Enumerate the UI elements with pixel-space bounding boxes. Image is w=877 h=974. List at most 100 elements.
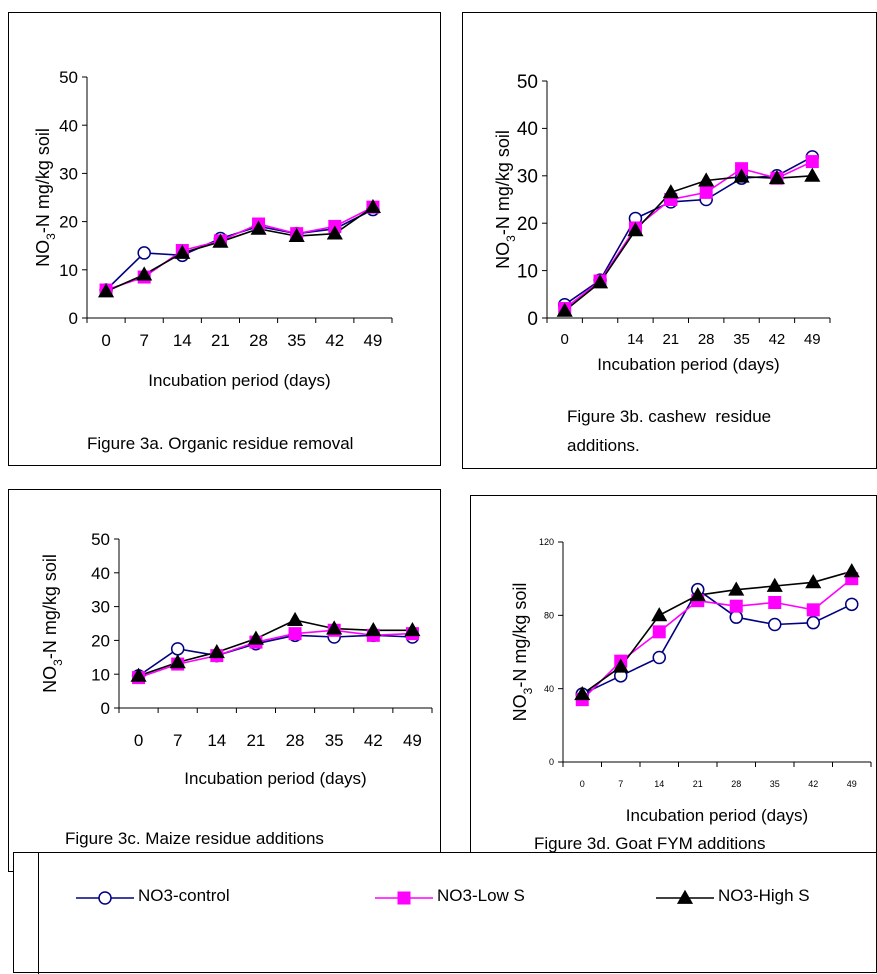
chart-b-point-high [627,222,644,237]
chart-a-y-label-sub: 3 [44,233,58,240]
chart-b-x-tick-label: 28 [698,331,715,348]
chart-panel-c: 0 10 20 30 40 50 0 7 14 21 28 35 42 49 Incubation peri… [8,489,441,872]
chart-d-y-axis-label: NO3-N mg/kg soil [510,583,535,722]
chart-panel-b: 0 10 20 30 40 50 0 14 21 28 35 42 49 Incubation perio… [462,12,877,469]
chart-d-point-control [806,615,820,630]
chart-a-x-axis-label: Incubation period (days) [148,371,330,390]
chart-d-point-control [768,617,782,632]
chart-c-x-tick-label: 49 [403,731,422,750]
chart-c-x-axis-label: Incubation period (days) [184,769,366,788]
chart-b-point-high [662,184,679,199]
chart-c-x-tick-label: 7 [173,731,182,750]
chart-b-point-low [805,155,819,169]
chart-a-x-tick-label: 21 [211,331,230,350]
chart-c-x-tick-label: 28 [286,731,305,750]
chart-d-point-high [574,685,591,701]
chart-b-y-tick-label: 30 [517,167,538,188]
chart-a-point-high [250,220,267,235]
chart-d-x-tick-label: 35 [770,779,780,789]
chart-a-svg: 0 10 20 30 40 50 0 7 14 21 28 35 42 49 Incubation peri… [33,68,393,390]
chart-c-y-tick-label: 10 [91,665,110,684]
chart-d-y-tick-label: 80 [544,611,554,621]
chart-b-caption: Figure 3b. cashew residue additions. [567,407,772,455]
chart-a-y-tick-label: 10 [59,261,78,280]
chart-d-point-high [805,574,822,589]
chart-b-y-label-sub: 3 [504,235,518,242]
chart-d-y-tick-label: 0 [549,757,554,767]
chart-d-x-tick-label: 7 [618,779,623,789]
chart-b-y-label-suffix: -N mg/kg soil [493,130,513,235]
chart-d-point-high [728,581,745,596]
chart-c-y-axis-label: NO3-N mg/kg soil [40,554,65,693]
chart-b-y-tick-label: 0 [527,309,538,330]
chart-b-y-tick-label: 20 [517,214,538,235]
chart-b-x-tick-label: 0 [561,331,569,348]
chart-c-series-high-line [138,619,413,677]
chart-a-point-high [364,198,381,214]
chart-d-point-low [768,596,782,609]
chart-d-y-tick-label: 120 [539,537,554,547]
chart-a-y-label-suffix: -N mg/kg soil [33,128,53,233]
chart-c-y-tick-label: 30 [91,598,110,617]
chart-a-y-tick-label: 40 [59,116,78,135]
chart-panel-d: 0 40 80 120 0 7 14 21 28 35 42 49 Incubation period … [470,495,877,872]
chart-c-point-high [365,622,382,637]
chart-d-x-axis-label: Incubation period (days) [626,806,808,825]
chart-d-x-tick-label: 28 [731,779,741,789]
chart-c-y-tick-label: 50 [91,530,110,549]
chart-a-x-tick-label: 35 [287,331,306,350]
chart-panel-a: 0 10 20 30 40 50 0 7 14 21 28 35 42 49 Incubation peri… [8,12,441,466]
legend-label-low: NO3-Low S [437,886,525,905]
legend-marker-control [98,891,112,905]
chart-c-y-tick-label: 0 [101,699,110,718]
chart-b-svg: 0 10 20 30 40 50 0 14 21 28 35 42 49 Incubation perio… [493,72,831,374]
chart-a-x-tick-label: 42 [325,331,344,350]
chart-d-point-high [612,658,629,673]
chart-a-y-tick-label: 0 [69,309,78,328]
chart-b-x-tick-label: 14 [627,331,644,348]
chart-a-caption: Figure 3a. Organic residue removal [87,434,354,453]
chart-d-caption: Figure 3d. Goat FYM additions [534,834,766,853]
chart-c-y-tick-label: 40 [91,564,110,583]
chart-d-y-tick-label: 40 [544,684,554,694]
chart-d-x-tick-label: 0 [580,779,585,789]
chart-a-point-high [98,283,115,298]
chart-a-y-axis-label: NO3-N mg/kg soil [33,128,58,267]
chart-c-y-label-prefix: NO [40,666,60,693]
chart-a-point-high [136,266,153,281]
chart-c-x-tick-label: 14 [207,731,226,750]
chart-d-y-label-suffix: -N mg/kg soil [510,583,530,688]
chart-d-point-control [652,650,666,665]
chart-b-point-high [698,172,715,187]
chart-d-y-label-prefix: NO [510,694,530,721]
chart-d-x-tick-label: 42 [808,779,818,789]
legend-swatch-high [656,889,714,904]
chart-d-point-low [729,599,743,613]
chart-d-point-low [652,625,666,639]
legend: NO3-control NO3-Low S NO3-High S [13,852,877,974]
chart-b-y-tick-label: 10 [517,261,538,282]
chart-d-point-control [729,610,743,624]
chart-a-point-high [288,227,305,242]
chart-b-y-tick-label: 40 [517,119,538,140]
legend-label-high: NO3-High S [718,886,810,905]
chart-c-y-label-suffix: -N mg/kg soil [40,554,60,659]
chart-b-point-high [768,169,785,185]
chart-a-x-tick-label: 0 [101,331,110,350]
chart-c-svg: 0 10 20 30 40 50 0 7 14 21 28 35 42 49 Incubation peri… [40,530,433,788]
chart-c-point-high [404,622,421,637]
chart-d-svg: 0 40 80 120 0 7 14 21 28 35 42 49 Incubation period … [510,537,872,825]
legend-swatch-control [76,891,134,905]
chart-d-point-low [806,603,820,617]
chart-c-point-high [130,667,147,682]
chart-c-point-low [288,627,302,641]
chart-c-point-control [170,642,185,656]
chart-b-point-high [556,302,573,317]
chart-c-x-tick-label: 0 [134,731,143,750]
chart-c-caption: Figure 3c. Maize residue additions [65,829,324,848]
chart-b-y-tick-label: 50 [517,72,538,93]
chart-b-y-label-prefix: NO [493,242,513,269]
chart-c-x-tick-label: 42 [364,731,383,750]
chart-b-x-tick-label: 35 [733,331,750,348]
chart-b-point-high [592,274,609,289]
